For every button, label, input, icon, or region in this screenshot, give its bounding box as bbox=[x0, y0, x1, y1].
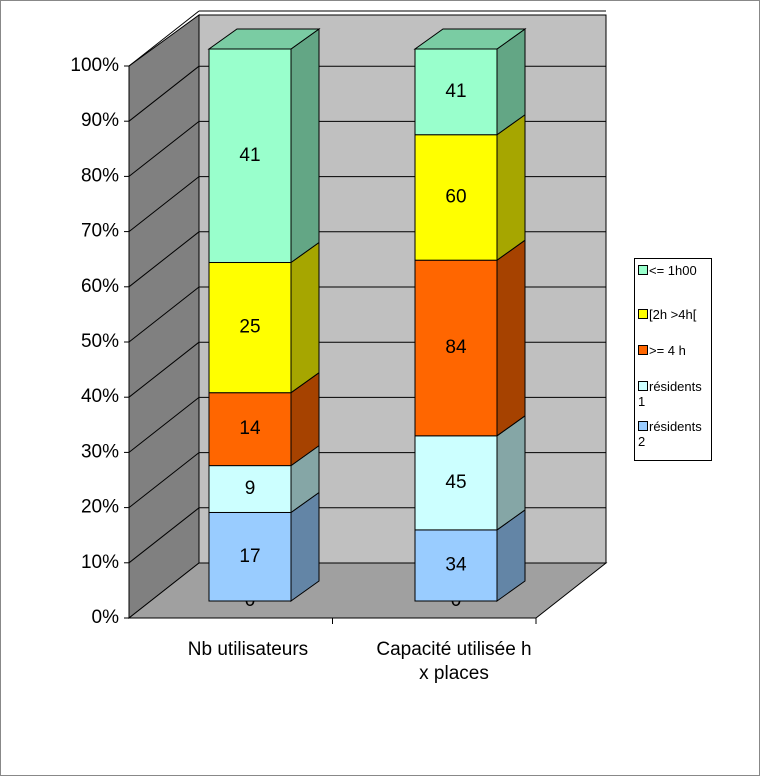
grid-line bbox=[128, 286, 200, 343]
data-label: 14 bbox=[239, 418, 261, 439]
legend-label: [2h >4h[ bbox=[649, 307, 697, 322]
y-tick-label: 20% bbox=[81, 497, 119, 518]
legend-swatch bbox=[638, 421, 648, 431]
y-tick-label: 40% bbox=[81, 386, 119, 407]
y-tick-label: 80% bbox=[81, 165, 119, 186]
bar-segment bbox=[208, 465, 292, 513]
bar-side bbox=[290, 241, 320, 394]
legend: <= 1h00 [2h >4h[ >= 4 h résidents 1 résident… bbox=[634, 258, 712, 461]
bar-top bbox=[207, 28, 321, 50]
data-label: 9 bbox=[245, 478, 256, 499]
y-tick-label: 50% bbox=[81, 331, 119, 352]
legend-swatch bbox=[638, 381, 648, 391]
grid-line bbox=[128, 121, 200, 177]
legend-item: résidents 1 bbox=[638, 379, 710, 409]
x-tick-label: Nb utilisateurs bbox=[187, 639, 309, 660]
legend-swatch bbox=[638, 265, 648, 275]
bar-segment bbox=[414, 48, 498, 136]
legend-item: >= 4 h bbox=[638, 343, 710, 358]
grid-line bbox=[128, 231, 200, 288]
bar-side bbox=[496, 113, 526, 262]
bar-segment bbox=[208, 511, 292, 602]
bar-segment bbox=[414, 134, 498, 261]
x-tick-label: Capacité utilisée h x places bbox=[376, 639, 532, 684]
bar-segment bbox=[414, 259, 498, 437]
legend-label: résidents 2 bbox=[638, 419, 702, 449]
y-tick-label: 90% bbox=[81, 110, 119, 131]
grid-line bbox=[128, 10, 200, 67]
data-label: 34 bbox=[445, 554, 467, 575]
legend-item: [2h >4h[ bbox=[638, 307, 710, 322]
grid-line bbox=[128, 176, 200, 232]
floor bbox=[127, 562, 608, 619]
legend-swatch bbox=[638, 345, 648, 355]
bar-top bbox=[413, 28, 527, 50]
bar-segment bbox=[414, 435, 498, 531]
bar-side bbox=[290, 28, 320, 264]
legend-label: <= 1h00 bbox=[649, 263, 697, 278]
y-tick-label: 100% bbox=[70, 55, 119, 76]
y-tick-label: 60% bbox=[81, 276, 119, 297]
bar-side bbox=[496, 239, 526, 437]
legend-item: résidents 2 bbox=[638, 419, 710, 449]
data-label: 45 bbox=[445, 472, 466, 493]
grid-line bbox=[128, 65, 200, 122]
grid-line bbox=[128, 397, 200, 453]
y-tick-label: 10% bbox=[81, 552, 119, 573]
bar-segment bbox=[208, 392, 292, 467]
data-label: 41 bbox=[239, 145, 260, 166]
bar-segment bbox=[208, 48, 292, 264]
grid-line bbox=[128, 507, 200, 564]
legend-label: résidents 1 bbox=[638, 379, 702, 409]
side-wall bbox=[128, 14, 200, 620]
grid-line bbox=[128, 452, 200, 508]
grid-line bbox=[128, 341, 200, 398]
y-tick-label: 70% bbox=[81, 221, 119, 242]
legend-item: <= 1h00 bbox=[638, 263, 710, 278]
legend-label: >= 4 h bbox=[649, 343, 686, 358]
y-tick-label: 0% bbox=[92, 607, 120, 628]
bar-segment bbox=[208, 262, 292, 394]
data-label: 84 bbox=[445, 337, 467, 358]
legend-swatch bbox=[638, 309, 648, 319]
y-tick-label: 30% bbox=[81, 441, 119, 462]
data-label: 60 bbox=[445, 186, 466, 207]
data-label: 25 bbox=[239, 317, 260, 338]
data-label: 41 bbox=[445, 81, 466, 102]
data-label: 17 bbox=[239, 546, 260, 567]
